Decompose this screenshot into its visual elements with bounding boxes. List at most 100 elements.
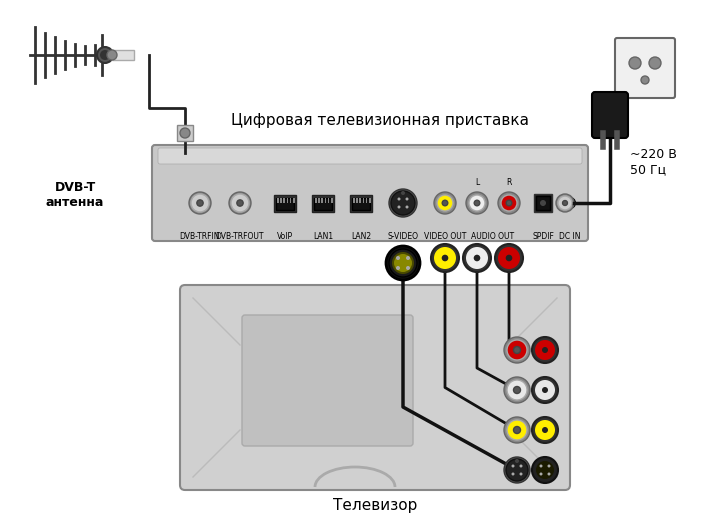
Circle shape	[396, 266, 400, 270]
Circle shape	[513, 427, 521, 433]
Bar	[369, 198, 371, 203]
FancyBboxPatch shape	[592, 92, 628, 138]
Circle shape	[466, 192, 488, 214]
Circle shape	[197, 200, 203, 206]
Circle shape	[463, 244, 491, 272]
Circle shape	[547, 473, 551, 476]
Circle shape	[547, 465, 551, 467]
Circle shape	[406, 266, 410, 270]
Circle shape	[565, 198, 575, 208]
FancyBboxPatch shape	[180, 285, 570, 490]
Circle shape	[532, 337, 558, 363]
Circle shape	[97, 47, 113, 63]
Circle shape	[401, 191, 405, 195]
Circle shape	[513, 346, 521, 354]
Circle shape	[237, 200, 243, 206]
Circle shape	[474, 200, 480, 206]
Circle shape	[506, 459, 528, 481]
Circle shape	[649, 57, 661, 69]
Bar	[536, 196, 550, 210]
Circle shape	[542, 347, 548, 353]
Text: L: L	[475, 178, 479, 187]
Bar	[318, 198, 320, 203]
Circle shape	[474, 254, 480, 261]
Circle shape	[641, 76, 649, 84]
Circle shape	[504, 457, 530, 483]
Bar	[289, 198, 292, 203]
Circle shape	[532, 417, 558, 443]
Circle shape	[180, 128, 190, 138]
Circle shape	[535, 420, 555, 440]
Circle shape	[466, 247, 488, 269]
Circle shape	[505, 254, 513, 261]
Circle shape	[392, 252, 414, 274]
Circle shape	[532, 457, 558, 483]
Bar	[112, 50, 134, 60]
Circle shape	[389, 249, 417, 277]
Circle shape	[558, 196, 572, 210]
Text: R: R	[506, 178, 512, 187]
Circle shape	[437, 195, 453, 211]
Circle shape	[520, 465, 523, 467]
Circle shape	[536, 461, 554, 479]
Bar	[287, 198, 288, 203]
Text: S-VIDEO: S-VIDEO	[387, 232, 418, 241]
Circle shape	[535, 340, 555, 360]
Bar	[177, 125, 193, 141]
Circle shape	[389, 189, 417, 217]
Bar	[321, 198, 323, 203]
Circle shape	[431, 244, 459, 272]
Circle shape	[469, 195, 485, 211]
Bar	[350, 195, 372, 212]
Circle shape	[434, 192, 456, 214]
Circle shape	[391, 191, 415, 215]
Bar	[314, 198, 332, 210]
Circle shape	[495, 244, 523, 272]
Circle shape	[507, 420, 527, 440]
Text: SPDIF: SPDIF	[532, 232, 554, 241]
Text: DVB-T
антенна: DVB-T антенна	[46, 181, 104, 209]
Circle shape	[542, 387, 548, 393]
Circle shape	[405, 205, 408, 209]
Circle shape	[515, 459, 519, 463]
Circle shape	[397, 197, 400, 201]
Circle shape	[396, 256, 400, 260]
Bar	[274, 195, 296, 212]
Circle shape	[231, 194, 249, 212]
Text: DVB-TRFOUT: DVB-TRFOUT	[216, 232, 264, 241]
Circle shape	[506, 200, 512, 206]
Text: VIDEO OUT: VIDEO OUT	[424, 232, 466, 241]
Bar	[353, 198, 354, 203]
Circle shape	[504, 417, 530, 443]
Circle shape	[442, 200, 448, 206]
Circle shape	[520, 473, 523, 476]
Circle shape	[562, 201, 567, 205]
Circle shape	[191, 194, 209, 212]
Text: LAN1: LAN1	[313, 232, 333, 241]
Text: Цифровая телевизионная приставка: Цифровая телевизионная приставка	[231, 113, 529, 128]
Bar	[331, 198, 333, 203]
Circle shape	[406, 256, 410, 260]
FancyBboxPatch shape	[152, 145, 588, 241]
Bar	[359, 198, 361, 203]
Bar	[280, 198, 282, 203]
Bar	[325, 198, 326, 203]
Circle shape	[189, 192, 211, 214]
Text: ~220 В
50 Гц: ~220 В 50 Гц	[630, 148, 677, 176]
Circle shape	[539, 473, 542, 476]
Bar	[312, 195, 334, 212]
Bar	[284, 198, 285, 203]
Text: Телевизор: Телевизор	[333, 498, 417, 513]
Bar	[293, 198, 294, 203]
Text: VoIP: VoIP	[277, 232, 293, 241]
Circle shape	[386, 246, 420, 280]
Bar	[352, 198, 370, 210]
Circle shape	[629, 57, 641, 69]
Circle shape	[511, 473, 515, 476]
Circle shape	[507, 340, 527, 360]
Circle shape	[504, 337, 530, 363]
Bar	[276, 198, 294, 210]
Circle shape	[504, 377, 530, 403]
Circle shape	[511, 465, 515, 467]
Circle shape	[434, 247, 456, 269]
